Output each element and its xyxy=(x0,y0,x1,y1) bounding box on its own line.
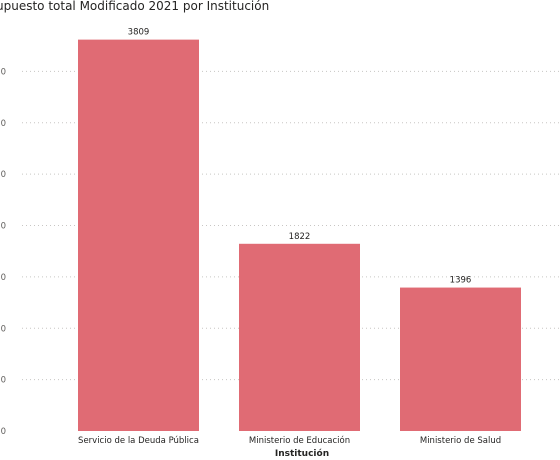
bars xyxy=(78,39,521,432)
data-labels: 3809 1822 1396 xyxy=(128,28,472,286)
bar xyxy=(78,39,199,432)
y-tick-label: 00 xyxy=(0,324,6,334)
x-category-label: Servicio de la Deuda Pública xyxy=(78,436,199,446)
y-tick-label: 00 xyxy=(0,222,6,232)
data-label: 3809 xyxy=(128,28,150,38)
data-label: 1396 xyxy=(450,276,472,286)
y-tick-label: 00 xyxy=(0,273,6,283)
y-tick-label: 00 xyxy=(0,119,6,129)
bar xyxy=(400,287,521,431)
x-axis-categories: Servicio de la Deuda Pública Ministerio d… xyxy=(78,435,501,446)
y-axis-ticks: 000000000000000 xyxy=(0,67,6,437)
y-tick-label: 00 xyxy=(0,67,6,77)
x-axis-title: Institución xyxy=(275,448,329,459)
bar xyxy=(239,243,360,431)
y-tick-label: 0 xyxy=(1,427,6,437)
data-label: 1822 xyxy=(289,232,311,242)
x-category-label: Ministerio de Educación xyxy=(249,435,350,446)
x-category-label: Ministerio de Salud xyxy=(420,436,501,446)
y-tick-label: 00 xyxy=(0,376,6,386)
y-tick-label: 00 xyxy=(0,170,6,180)
chart-title: upuesto total Modificado 2021 por Instit… xyxy=(0,0,270,13)
